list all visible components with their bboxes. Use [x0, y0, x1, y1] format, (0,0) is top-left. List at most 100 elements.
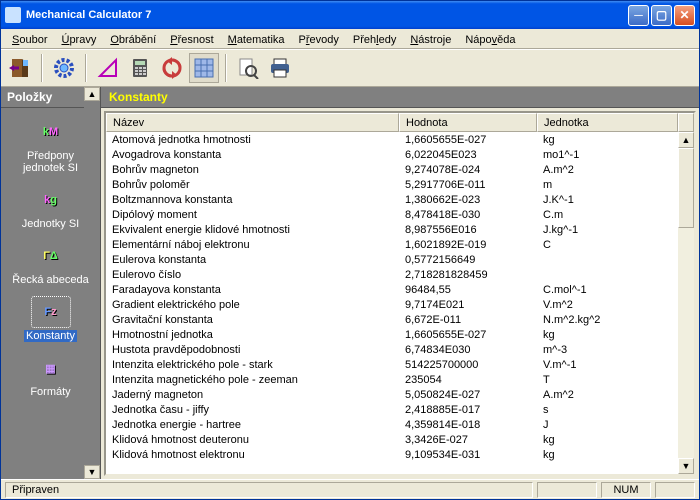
cell: 9,7174E021	[399, 299, 537, 311]
table-row[interactable]: Eulerovo číslo2,718281828459	[106, 267, 678, 282]
calc-icon[interactable]	[125, 53, 155, 83]
close-button[interactable]: ✕	[674, 5, 695, 26]
column-header-0[interactable]: Název	[106, 113, 399, 132]
menu-přesnost[interactable]: Přesnost	[163, 29, 220, 48]
table-row[interactable]: Gravitační konstanta6,672E-011N.m^2.kg^2	[106, 312, 678, 327]
table-row[interactable]: Jednotka energie - hartree4,359814E-018J	[106, 417, 678, 432]
table-row[interactable]: Atomová jednotka hmotnosti1,6605655E-027…	[106, 132, 678, 147]
sidebar-item-jednotky[interactable]: kgJednotky SI	[9, 182, 93, 234]
cell: V.m^2	[537, 299, 678, 311]
cell: Intenzita elektrického pole - stark	[106, 359, 399, 371]
menu-převody[interactable]: Převody	[292, 29, 346, 48]
menu-obrábění[interactable]: Obrábění	[103, 29, 163, 48]
table-row[interactable]: Boltzmannova konstanta1,380662E-023J.K^-…	[106, 192, 678, 207]
cell: Faradayova konstanta	[106, 284, 399, 296]
cell: J.K^-1	[537, 194, 678, 206]
table-row[interactable]: Jaderný magneton5,050824E-027A.m^2	[106, 387, 678, 402]
cell: J.kg^-1	[537, 224, 678, 236]
table-row[interactable]: Gradient elektrického pole9,7174E021V.m^…	[106, 297, 678, 312]
rows-container: Atomová jednotka hmotnosti1,6605655E-027…	[106, 132, 678, 474]
sidebar-item-konstanty[interactable]: FzKonstanty	[9, 294, 93, 346]
cell: Gradient elektrického pole	[106, 299, 399, 311]
cell: m^-3	[537, 344, 678, 356]
cell: Ekvivalent energie klidové hmotnosti	[106, 224, 399, 236]
cell: Klidová hmotnost elektronu	[106, 449, 399, 461]
table-row[interactable]: Intenzita magnetického pole - zeeman2350…	[106, 372, 678, 387]
formaty-icon: ▦	[31, 352, 71, 384]
sidebar-item-predpony[interactable]: kMPředpony jednotek SI	[9, 114, 93, 178]
table-row[interactable]: Ekvivalent energie klidové hmotnosti8,98…	[106, 222, 678, 237]
menu-úpravy[interactable]: Úpravy	[54, 29, 103, 48]
cell: C.m	[537, 209, 678, 221]
minimize-button[interactable]: ─	[628, 5, 649, 26]
listview: NázevHodnotaJednotka Atomová jednotka hm…	[104, 111, 696, 476]
sidebar-scroll-down[interactable]: ▼	[84, 465, 100, 479]
cell: Bohrův poloměr	[106, 179, 399, 191]
table-row[interactable]: Faradayova konstanta96484,55C.mol^-1	[106, 282, 678, 297]
maximize-button[interactable]: ▢	[651, 5, 672, 26]
cell: kg	[537, 434, 678, 446]
convert-icon[interactable]	[157, 53, 187, 83]
cell: 514225700000	[399, 359, 537, 371]
sidebar-scroll-up[interactable]: ▲	[84, 87, 100, 101]
table-row[interactable]: Jednotka času - jiffy2,418885E-017s	[106, 402, 678, 417]
cell: C	[537, 239, 678, 251]
cell: J	[537, 419, 678, 431]
table-row[interactable]: Hmotnostní jednotka1,6605655E-027kg	[106, 327, 678, 342]
cell: 1,6605655E-027	[399, 134, 537, 146]
main-caption: Konstanty	[101, 87, 699, 108]
cell: Atomová jednotka hmotnosti	[106, 134, 399, 146]
titlebar[interactable]: Mechanical Calculator 7 ─ ▢ ✕	[1, 1, 699, 29]
scroll-thumb[interactable]	[678, 148, 694, 228]
cell: 235054	[399, 374, 537, 386]
sidebar-item-formaty[interactable]: ▦ Formáty	[9, 350, 93, 402]
menu-nástroje[interactable]: Nástroje	[403, 29, 458, 48]
sidebar-list: kMPředpony jednotek SIkgJednotky SIΓΔŘec…	[1, 108, 100, 465]
table-row[interactable]: Hustota pravděpodobnosti6,74834E030m^-3	[106, 342, 678, 357]
menu-přehledy[interactable]: Přehledy	[346, 29, 403, 48]
status-empty2	[655, 482, 695, 498]
app-window: Mechanical Calculator 7 ─ ▢ ✕ SouborÚpra…	[0, 0, 700, 500]
scroll-down-button[interactable]: ▼	[678, 458, 694, 474]
table-row[interactable]: Intenzita elektrického pole - stark51422…	[106, 357, 678, 372]
cell: 8,478418E-030	[399, 209, 537, 221]
cell: N.m^2.kg^2	[537, 314, 678, 326]
sidebar-item-label: Jednotky SI	[22, 218, 79, 230]
column-header-1[interactable]: Hodnota	[399, 113, 537, 132]
table-row[interactable]: Elementární náboj elektronu1,6021892E-01…	[106, 237, 678, 252]
cell: kg	[537, 449, 678, 461]
vertical-scrollbar[interactable]: ▲ ▼	[678, 132, 694, 474]
sidebar-item-label: Předpony jednotek SI	[9, 150, 93, 174]
cell: Boltzmannova konstanta	[106, 194, 399, 206]
table-row[interactable]: Bohrův poloměr5,2917706E-011m	[106, 177, 678, 192]
table-row[interactable]: Klidová hmotnost deuteronu3,3426E-027kg	[106, 432, 678, 447]
door-icon[interactable]	[5, 53, 35, 83]
cell: 0,5772156649	[399, 254, 537, 266]
scroll-up-button[interactable]: ▲	[678, 132, 694, 148]
cell: Jednotka času - jiffy	[106, 404, 399, 416]
table-icon[interactable]	[189, 53, 219, 83]
sidebar-item-recka[interactable]: ΓΔŘecká abeceda	[9, 238, 93, 290]
cell: 1,380662E-023	[399, 194, 537, 206]
cell: Intenzita magnetického pole - zeeman	[106, 374, 399, 386]
table-row[interactable]: Avogadrova konstanta6,022045E023mo1^-1	[106, 147, 678, 162]
cell: Avogadrova konstanta	[106, 149, 399, 161]
column-header-2[interactable]: Jednotka	[537, 113, 678, 132]
cell: 1,6605655E-027	[399, 329, 537, 341]
gear-icon[interactable]	[49, 53, 79, 83]
cell: C.mol^-1	[537, 284, 678, 296]
table-row[interactable]: Eulerova konstanta0,5772156649	[106, 252, 678, 267]
menu-matematika[interactable]: Matematika	[221, 29, 292, 48]
print-icon[interactable]	[265, 53, 295, 83]
table-row[interactable]: Klidová hmotnost elektronu9,109534E-031k…	[106, 447, 678, 462]
menu-soubor[interactable]: Soubor	[5, 29, 54, 48]
cell: Elementární náboj elektronu	[106, 239, 399, 251]
table-row[interactable]: Bohrův magneton9,274078E-024A.m^2	[106, 162, 678, 177]
preview-icon[interactable]	[233, 53, 263, 83]
table-row[interactable]: Dipólový moment8,478418E-030C.m	[106, 207, 678, 222]
sidebar-item-label: Formáty	[30, 386, 70, 398]
triangle-icon[interactable]	[93, 53, 123, 83]
sidebar: Položky ▲ kMPředpony jednotek SIkgJednot…	[1, 87, 101, 479]
column-headers: NázevHodnotaJednotka	[106, 113, 694, 132]
menu-nápověda[interactable]: Nápověda	[458, 29, 522, 48]
